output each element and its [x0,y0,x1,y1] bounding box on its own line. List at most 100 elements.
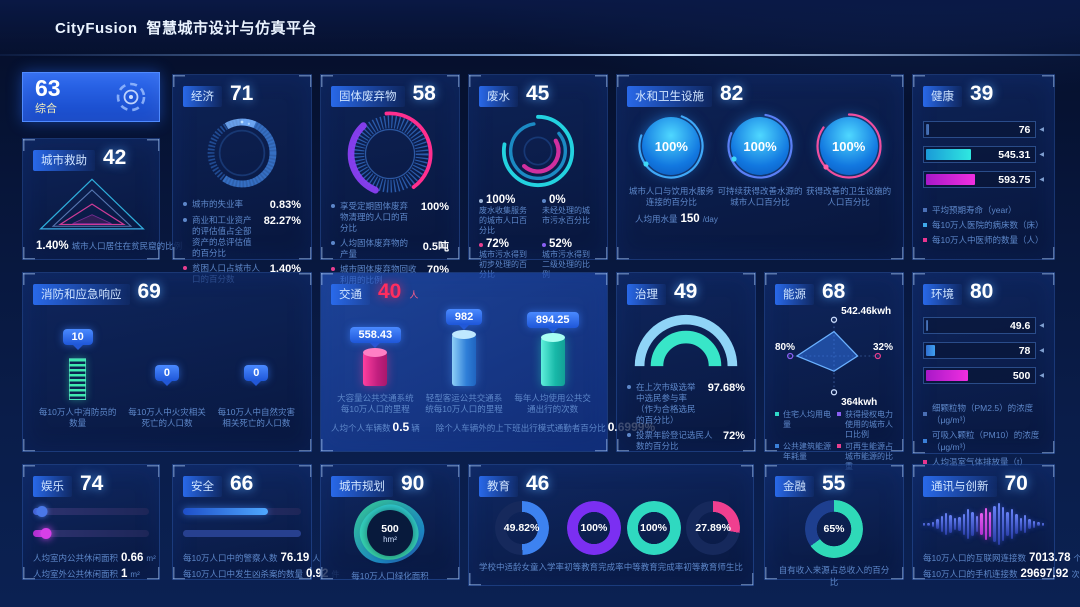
panel-solid-waste[interactable]: 固体废弃物 58 享受定期固体废弃物清理的人口的百分比 100% 人均固体废弃物的… [320,74,460,285]
axis-value-top: 542.46kwh [841,306,892,317]
wave-bar-icon [1002,507,1005,541]
stat-value: 97.68% [707,382,745,394]
panel-score: 66 [230,472,254,495]
stat-label: 每10万人口的互联网连接数 [923,553,1026,563]
panel-title: 废水 [479,86,518,107]
panel-composite[interactable]: 63 综合 [22,72,160,122]
water-usage: 人均用水量 150/day [635,213,893,225]
legend-label: 每10万人中医师的数量（人） [932,235,1044,245]
legend-label: 公共建筑能源年耗量 [783,442,831,461]
wave-bar-icon [988,511,992,537]
panel-telecom[interactable]: 通讯与创新 70 每10万人口的互联网连接数 7013.78 个 每10万人口的手机… [912,464,1080,580]
stat-label: 在上次市级选举中选民参与率（作为合格选民的百分比） [636,382,696,426]
stat-row: 享受定期固体废弃物清理的人口的百分比 100% [331,201,449,234]
gauge-circle [642,117,701,175]
panel-score: 55 [822,472,846,495]
traffic-person-icon: 人 [409,290,419,300]
legend-label: 人均温室气体排放量（t） [932,457,1028,467]
stat-line: 每10万人口的互联网连接数 7013.78 个 [923,552,1080,564]
bar-row: 545.31 ◀ [923,146,1044,163]
bar-row: 593.75 ◀ [923,171,1044,188]
panel-title: 通讯与创新 [923,476,997,497]
stat-row: 在上次市级选举中选民参与率（作为合格选民的百分比） 97.68% [627,382,745,426]
panel-environment[interactable]: 环境 80 49.6 ◀ 78 ◀ 500 ◀ 细颗粒物（PM2.5）的浓度（μg/m… [912,272,1055,467]
bar-marker-icon: ◀ [1039,177,1044,183]
panel-title: 娱乐 [33,476,72,497]
slider-knob[interactable] [36,505,48,517]
composite-label: 综合 [35,103,57,116]
stat-value: 0.92 [305,568,329,580]
donut-value: 65% [823,523,845,535]
wave-bar-icon [1010,509,1014,539]
panel-planning[interactable]: 城市规划 90 500 hm² 每10万人口绿化面积 [320,464,460,581]
panel-governance[interactable]: 治理 49 在上次市级选举中选民参与率（作为合格选民的百分比） 97.68% 投票… [616,272,756,452]
panel-energy[interactable]: 能源 68 542.46kwh 80% 32% 364kwh 住宅人均用电量 获… [764,272,904,471]
stat-row: 城市的失业率 0.83% [183,199,301,211]
bar-fill [926,174,975,185]
legend-swatch-icon [923,238,927,242]
stat-value: 7013.78 [1028,552,1071,564]
legend-label: 每10万人医院的病床数（床） [932,220,1044,230]
stat-line: 每10万人口的手机连接数 29697.92 次 [923,568,1079,580]
stat-value: 76.19 [280,552,310,564]
bar-value: 545.31 [998,148,1031,161]
stat-row: 城市固体废弃物回收利用的比例 70% [331,264,449,286]
bullet-icon [331,241,335,246]
striped-bar [69,358,87,400]
panel-assist[interactable]: 城市救助 42 1.40% 城市人口居住在贫民窟的比例 [22,138,182,260]
wave-bar-icon [1037,522,1040,526]
panel-finance[interactable]: 金融 55 65% 自有收入来源占总收入的百分比 [764,464,904,587]
panel-safety[interactable]: 安全 66 每10万人口中的警察人数 76.19 人 每10万人口中发生凶杀案的数量… [172,464,339,580]
bullet-icon [183,202,187,206]
slider-knob[interactable] [40,527,52,539]
panel-health[interactable]: 健康 39 76 ◀ 545.31 ◀ 593.75 ◀ 平均预期寿命（year） 每… [912,74,1055,260]
stat-label: 贫困人口占城市人口的百分数 [192,263,261,284]
axis-value-right: 32% [872,342,893,353]
stat-label: 投票年龄登记选民人数的百分比 [636,430,713,452]
gauge-value: 100% [832,138,866,154]
donut-value: 27.89% [695,522,731,534]
panel-wastewater[interactable]: 废水 45 100% 废水收集服务的城市人口百分比 0% 未经处理的城市污水百分比 … [468,74,608,279]
panel-water-sanitation[interactable]: 水和卫生设施 82 100% 城市人口与饮用水服务连接的百分比 [616,74,904,260]
stat-value: 0.83% [269,199,301,211]
stat-value: 82.27% [263,215,301,227]
wave-bar-icon [984,508,987,540]
stat-label: 城市固体废弃物回收利用的比例 [340,264,417,285]
panel-traffic[interactable]: 交通 40 人 558.43 大容量公共交通系统每10万人口的里程 982 轻型… [320,272,655,452]
panel-economy[interactable]: 经济 71 城市的失业率 0.83% 商业和工业资产的评估值占全部资产的总评估值的… [172,74,312,284]
value-bubble: 0 [154,365,180,381]
bullet-icon [331,267,335,272]
bar-fill [926,370,969,381]
gauge-value: 100% [743,138,777,154]
panel-score: 80 [970,280,994,303]
panel-recreation[interactable]: 娱乐 74 人均室内公共休闲面积 0.66 m² 人均室外公共休闲面积 1 m² [22,464,160,580]
slider-indoor[interactable] [33,505,149,517]
legend-label: 住宅人均用电量 [783,410,831,429]
panel-score: 58 [412,82,436,105]
legend-item: 细颗粒物（PM2.5）的浓度（μg/m³） [923,402,1044,426]
slider-outdoor[interactable] [33,527,149,539]
bullet-icon [183,218,187,222]
panel-title: 治理 [627,284,666,305]
panel-title: 城市救助 [33,150,95,171]
stat-value: 0% [549,194,566,206]
police-bar [183,508,301,515]
stat-label: 每10万人中自然灾害相关死亡的人口数 [217,407,296,429]
traffic-bar: 894.25 每年人均使用公共交通出行的次数 [508,309,597,415]
panel-title: 经济 [183,86,222,107]
education-donut: 100% 初等教育完成率 [564,501,624,573]
bar-value: 76 [1018,123,1031,136]
panel-fire-emergency[interactable]: 消防和应急响应 69 10 每10万人中消防员的数量 0 每10万人中火灾相关死… [22,272,312,452]
legend-swatch-icon [923,208,927,212]
bar-marker-icon: ◀ [1039,152,1044,158]
radar-plot [787,316,881,396]
stat-value: 29697.92 [1020,568,1069,580]
panel-title: 教育 [479,476,518,497]
blob-unit: hm² [383,534,397,544]
wave-bar-icon [927,522,930,526]
wave-bar-icon [971,512,974,536]
panel-education[interactable]: 教育 46 49.82% 学校中适龄女童入学率 100% 初等教育完成率 100… [468,464,754,586]
brand-name: CityFusion [55,20,138,37]
legend-item: 住宅人均用电量 [775,410,831,440]
blob-value: 500 [381,522,399,535]
